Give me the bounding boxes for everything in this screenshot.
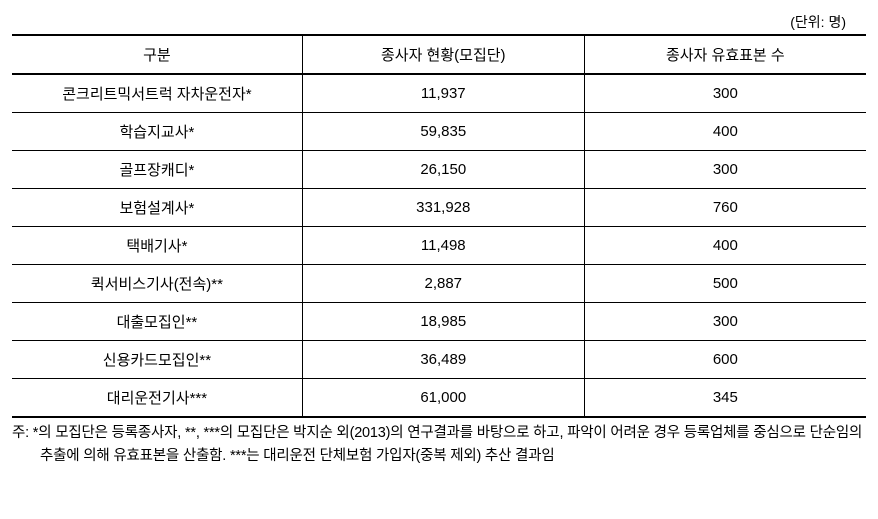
table-cell: 대리운전기사***: [12, 379, 302, 418]
table-cell: 400: [584, 227, 866, 265]
column-header: 종사자 현황(모집단): [302, 35, 584, 74]
table-row: 보험설계사* 331,928 760: [12, 189, 866, 227]
table-cell: 택배기사*: [12, 227, 302, 265]
table-cell: 331,928: [302, 189, 584, 227]
column-header: 구분: [12, 35, 302, 74]
table-cell: 345: [584, 379, 866, 418]
table-cell: 11,498: [302, 227, 584, 265]
table-header-row: 구분 종사자 현황(모집단) 종사자 유효표본 수: [12, 35, 866, 74]
table-cell: 760: [584, 189, 866, 227]
table-cell: 600: [584, 341, 866, 379]
footnote: 주: *의 모집단은 등록종사자, **, ***의 모집단은 박지순 외(20…: [12, 422, 866, 468]
table-cell: 500: [584, 265, 866, 303]
table-cell: 콘크리트믹서트럭 자차운전자*: [12, 74, 302, 113]
table-cell: 18,985: [302, 303, 584, 341]
table-cell: 26,150: [302, 151, 584, 189]
table-cell: 300: [584, 151, 866, 189]
table-cell: 골프장캐디*: [12, 151, 302, 189]
table-row: 퀵서비스기사(전속)** 2,887 500: [12, 265, 866, 303]
table-row: 학습지교사* 59,835 400: [12, 113, 866, 151]
column-header: 종사자 유효표본 수: [584, 35, 866, 74]
table-cell: 300: [584, 74, 866, 113]
table-cell: 11,937: [302, 74, 584, 113]
table-row: 골프장캐디* 26,150 300: [12, 151, 866, 189]
unit-label: (단위: 명): [12, 12, 866, 32]
table-cell: 59,835: [302, 113, 584, 151]
table-cell: 퀵서비스기사(전속)**: [12, 265, 302, 303]
table-row: 대리운전기사*** 61,000 345: [12, 379, 866, 418]
table-cell: 36,489: [302, 341, 584, 379]
table-cell: 2,887: [302, 265, 584, 303]
table-cell: 400: [584, 113, 866, 151]
table-cell: 대출모집인**: [12, 303, 302, 341]
table-cell: 보험설계사*: [12, 189, 302, 227]
table-cell: 300: [584, 303, 866, 341]
table-cell: 학습지교사*: [12, 113, 302, 151]
table-row: 신용카드모집인** 36,489 600: [12, 341, 866, 379]
table-row: 대출모집인** 18,985 300: [12, 303, 866, 341]
table-cell: 신용카드모집인**: [12, 341, 302, 379]
table-row: 콘크리트믹서트럭 자차운전자* 11,937 300: [12, 74, 866, 113]
table-cell: 61,000: [302, 379, 584, 418]
table-row: 택배기사* 11,498 400: [12, 227, 866, 265]
data-table: 구분 종사자 현황(모집단) 종사자 유효표본 수 콘크리트믹서트럭 자차운전자…: [12, 34, 866, 418]
